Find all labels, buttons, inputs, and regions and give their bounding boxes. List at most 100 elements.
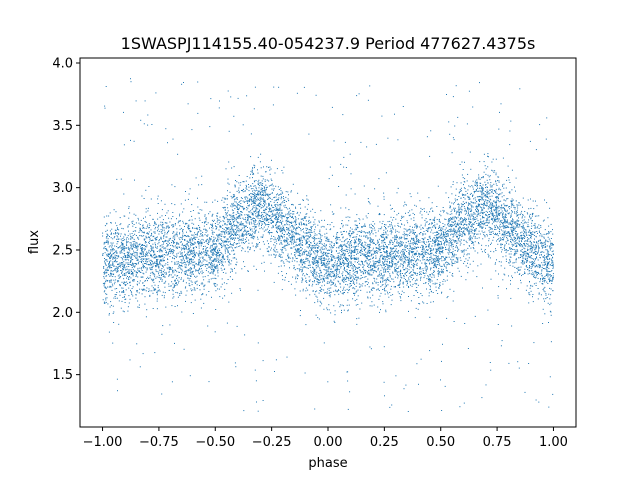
data-point — [112, 305, 114, 307]
data-point — [467, 195, 469, 197]
data-point — [382, 263, 384, 265]
data-point — [488, 207, 490, 209]
data-point — [227, 207, 229, 209]
data-point — [452, 248, 454, 250]
data-point — [499, 193, 500, 195]
data-point — [113, 266, 115, 267]
data-point — [375, 143, 377, 145]
data-point — [467, 226, 469, 228]
data-point — [253, 198, 255, 200]
data-point — [255, 224, 257, 226]
data-point — [281, 256, 283, 258]
data-point — [188, 282, 190, 284]
data-point — [223, 236, 225, 238]
data-point — [130, 244, 132, 246]
data-point — [524, 268, 526, 270]
data-point — [452, 96, 454, 98]
data-point — [321, 243, 323, 245]
data-point — [185, 270, 187, 272]
data-point — [420, 271, 422, 273]
data-point — [367, 238, 369, 240]
data-point — [390, 230, 392, 231]
data-point — [161, 225, 163, 227]
data-point — [266, 166, 268, 168]
data-point — [546, 258, 548, 260]
data-point — [338, 237, 340, 238]
data-point — [231, 292, 233, 294]
data-point — [330, 204, 332, 206]
data-point — [133, 238, 135, 240]
data-point — [476, 182, 478, 183]
data-point — [265, 209, 267, 210]
data-point — [149, 224, 151, 226]
data-point — [359, 266, 360, 268]
data-point — [187, 225, 189, 227]
data-point — [137, 284, 138, 286]
data-point — [369, 246, 371, 248]
data-point — [506, 237, 508, 238]
data-point — [515, 177, 517, 179]
data-point — [329, 296, 331, 298]
data-point — [408, 252, 410, 254]
data-point — [460, 217, 462, 219]
data-point — [348, 262, 349, 264]
data-point — [226, 227, 228, 229]
data-point — [403, 252, 405, 254]
data-point — [356, 280, 358, 282]
data-point — [429, 238, 431, 240]
data-point — [293, 213, 295, 215]
data-point — [454, 250, 456, 251]
data-point — [430, 219, 432, 221]
data-point — [111, 245, 113, 247]
data-point — [429, 316, 431, 318]
data-point — [481, 244, 483, 246]
data-point — [236, 198, 238, 200]
data-point — [550, 276, 552, 277]
data-point — [151, 278, 153, 280]
data-point — [217, 223, 219, 225]
data-point — [466, 192, 468, 194]
data-point — [189, 254, 191, 256]
data-point — [453, 256, 455, 258]
data-point — [202, 276, 204, 278]
data-point — [468, 217, 470, 219]
data-point — [110, 234, 112, 235]
data-point — [465, 202, 467, 204]
data-point — [315, 295, 317, 297]
data-point — [351, 275, 353, 277]
data-point — [159, 239, 160, 241]
data-point — [515, 213, 517, 215]
data-point — [522, 223, 524, 225]
data-point — [206, 251, 208, 253]
data-point — [438, 228, 440, 229]
data-point — [417, 239, 419, 241]
data-point — [467, 204, 469, 206]
data-point — [320, 271, 322, 273]
data-point — [257, 199, 259, 201]
data-point — [374, 252, 375, 254]
data-point — [309, 244, 311, 246]
data-point — [248, 200, 250, 202]
data-point — [514, 208, 516, 210]
data-point — [119, 246, 121, 248]
data-point — [444, 280, 446, 282]
data-point — [276, 207, 278, 209]
data-point — [216, 246, 218, 248]
data-point — [439, 284, 441, 286]
data-point — [192, 261, 194, 263]
data-point — [254, 232, 256, 234]
data-point — [137, 281, 139, 283]
data-point — [211, 245, 213, 246]
data-point — [339, 249, 341, 251]
data-point — [403, 275, 405, 277]
data-point — [115, 257, 117, 259]
data-point — [541, 242, 543, 244]
data-point — [385, 231, 387, 233]
data-point — [425, 233, 427, 235]
data-point — [465, 279, 467, 281]
data-point — [315, 226, 316, 228]
data-point — [491, 206, 493, 208]
data-point — [195, 238, 196, 240]
data-point — [441, 256, 442, 258]
data-point — [448, 244, 450, 246]
